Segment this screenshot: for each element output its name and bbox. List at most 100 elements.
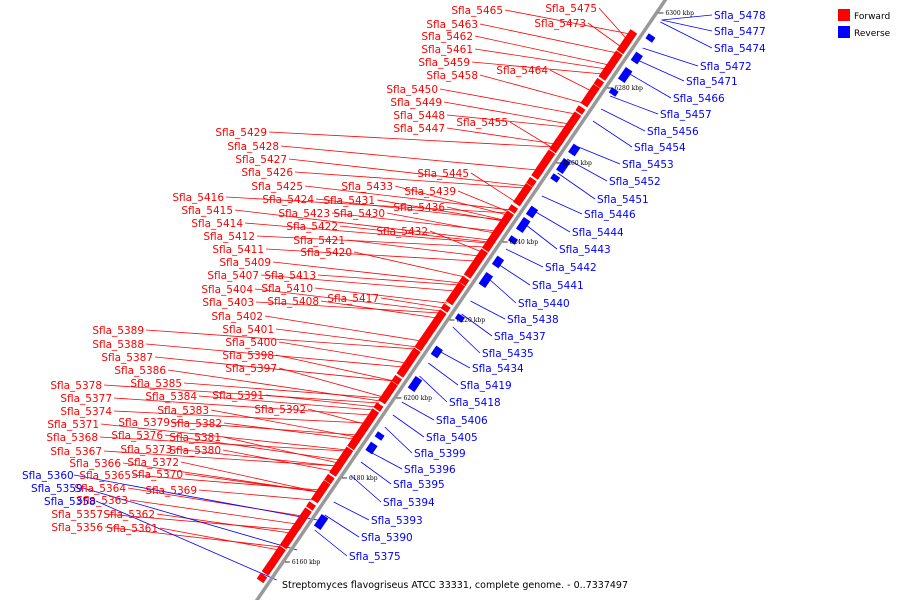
reverse-leader-line <box>486 276 517 304</box>
forward-gene-label: Sfla_5433 <box>341 181 393 193</box>
forward-gene-label: Sfla_5447 <box>393 123 445 135</box>
reverse-leader-line <box>566 158 608 182</box>
forward-gene-label: Sfla_5382 <box>170 418 222 430</box>
forward-gene-label: Sfla_5397 <box>225 363 277 375</box>
reverse-leader-line <box>505 248 544 268</box>
forward-leader-line <box>268 131 554 148</box>
forward-gene-label: Sfla_5401 <box>222 324 274 336</box>
forward-leader-line <box>429 230 482 253</box>
reverse-gene-label: Sfla_5394 <box>383 497 435 509</box>
forward-gene-label: Sfla_5400 <box>225 337 277 349</box>
forward-leader-line <box>439 88 576 115</box>
forward-gene-label: Sfla_5403 <box>202 297 254 309</box>
forward-gene-label: Sfla_5436 <box>393 202 445 214</box>
forward-gene-label: Sfla_5371 <box>47 419 99 431</box>
forward-leader-line <box>549 69 592 92</box>
forward-gene-label: Sfla_5376 <box>111 430 163 442</box>
forward-gene-label: Sfla_5363 <box>76 495 128 507</box>
forward-gene-label: Sfla_5410 <box>261 283 313 295</box>
forward-leader-line <box>198 489 314 501</box>
forward-leader-line <box>446 206 504 221</box>
forward-gene-block <box>500 210 514 226</box>
forward-gene-block <box>347 435 361 451</box>
reverse-gene-label: Sfla_5444 <box>572 227 624 239</box>
forward-gene-label: Sfla_5459 <box>418 57 470 69</box>
forward-gene-label: Sfla_5391 <box>212 390 264 402</box>
forward-gene-label: Sfla_5461 <box>421 44 473 56</box>
forward-gene-label: Sfla_5372 <box>127 457 179 469</box>
forward-gene-label: Sfla_5365 <box>79 470 131 482</box>
reverse-leader-line <box>461 313 493 337</box>
forward-leader-line <box>509 121 553 149</box>
forward-leader-line <box>173 448 337 467</box>
reverse-gene-block <box>454 313 465 323</box>
forward-leader-line <box>234 209 491 241</box>
forward-leader-line <box>184 473 319 493</box>
forward-gene-block <box>383 380 398 398</box>
tick-label: 6280 kbp <box>614 85 643 92</box>
legend-forward-label: Forward <box>854 12 890 22</box>
forward-gene-block <box>616 39 630 55</box>
forward-leader-line <box>314 287 448 304</box>
forward-gene-label: Sfla_5389 <box>92 325 144 337</box>
tick-label: 6260 kbp <box>563 160 592 167</box>
forward-gene-label: Sfla_5426 <box>241 167 293 179</box>
forward-gene-label: Sfla_5411 <box>212 244 264 256</box>
forward-gene-label: Sfla_5414 <box>191 218 243 230</box>
forward-gene-block <box>310 490 324 504</box>
forward-gene-label: Sfla_5445 <box>417 168 469 180</box>
forward-gene-label: Sfla_5428 <box>227 141 279 153</box>
leader-lines <box>73 7 713 581</box>
reverse-gene-block <box>478 271 494 289</box>
reverse-gene-label: Sfla_5435 <box>482 348 534 360</box>
forward-leader-line <box>446 127 556 145</box>
reverse-leader-line <box>436 349 471 369</box>
reverse-leader-line <box>496 262 531 286</box>
reverse-gene-label: Sfla_5446 <box>584 209 636 221</box>
forward-leader-line <box>471 61 603 75</box>
forward-leader-line <box>265 394 377 408</box>
forward-leader-line <box>443 101 569 125</box>
forward-gene-label: Sfla_5377 <box>60 393 112 405</box>
forward-gene-block <box>373 402 384 412</box>
forward-gene-block <box>513 193 526 207</box>
legend-reverse-label: Reverse <box>854 29 891 39</box>
forward-gene-label: Sfla_5458 <box>426 70 478 82</box>
reverse-leader-line <box>532 209 571 233</box>
legend-forward-swatch <box>838 9 850 21</box>
forward-gene-label: Sfla_5367 <box>50 446 102 458</box>
forward-leader-line <box>159 527 280 551</box>
forward-gene-label: Sfla_5378 <box>50 380 102 392</box>
reverse-leader-line <box>392 414 425 438</box>
forward-leader-line <box>99 436 347 452</box>
forward-leader-line <box>256 235 486 248</box>
reverse-gene-block <box>374 431 385 441</box>
tick-label: 6220 kbp <box>457 317 486 324</box>
tick-label: 6240 kbp <box>510 239 539 246</box>
forward-leader-line <box>113 410 366 424</box>
reverse-leader-line <box>541 195 583 215</box>
forward-gene-label: Sfla_5421 <box>293 235 345 247</box>
forward-leader-line <box>265 248 476 262</box>
forward-leader-line <box>307 408 365 425</box>
reverse-leader-line <box>592 120 633 148</box>
forward-gene-block <box>580 94 593 108</box>
forward-gene-block <box>324 473 335 485</box>
reverse-gene-label: Sfla_5438 <box>507 314 559 326</box>
reverse-gene-label: Sfla_5360 <box>22 470 74 482</box>
reverse-gene-label: Sfla_5471 <box>686 76 738 88</box>
forward-gene-label: Sfla_5424 <box>262 194 314 206</box>
reverse-gene-label: Sfla_5406 <box>436 415 488 427</box>
forward-gene-block <box>261 562 275 576</box>
forward-gene-block <box>432 309 447 325</box>
forward-gene-block <box>445 292 458 306</box>
forward-leader-line <box>386 212 495 234</box>
forward-leader-line <box>304 185 511 211</box>
reverse-leader-line <box>401 401 435 421</box>
reverse-leader-line <box>661 14 713 21</box>
reverse-gene-block <box>608 87 619 97</box>
forward-gene-label: Sfla_5455 <box>456 117 508 129</box>
forward-leader-line <box>254 288 442 312</box>
forward-gene-block <box>414 336 428 352</box>
